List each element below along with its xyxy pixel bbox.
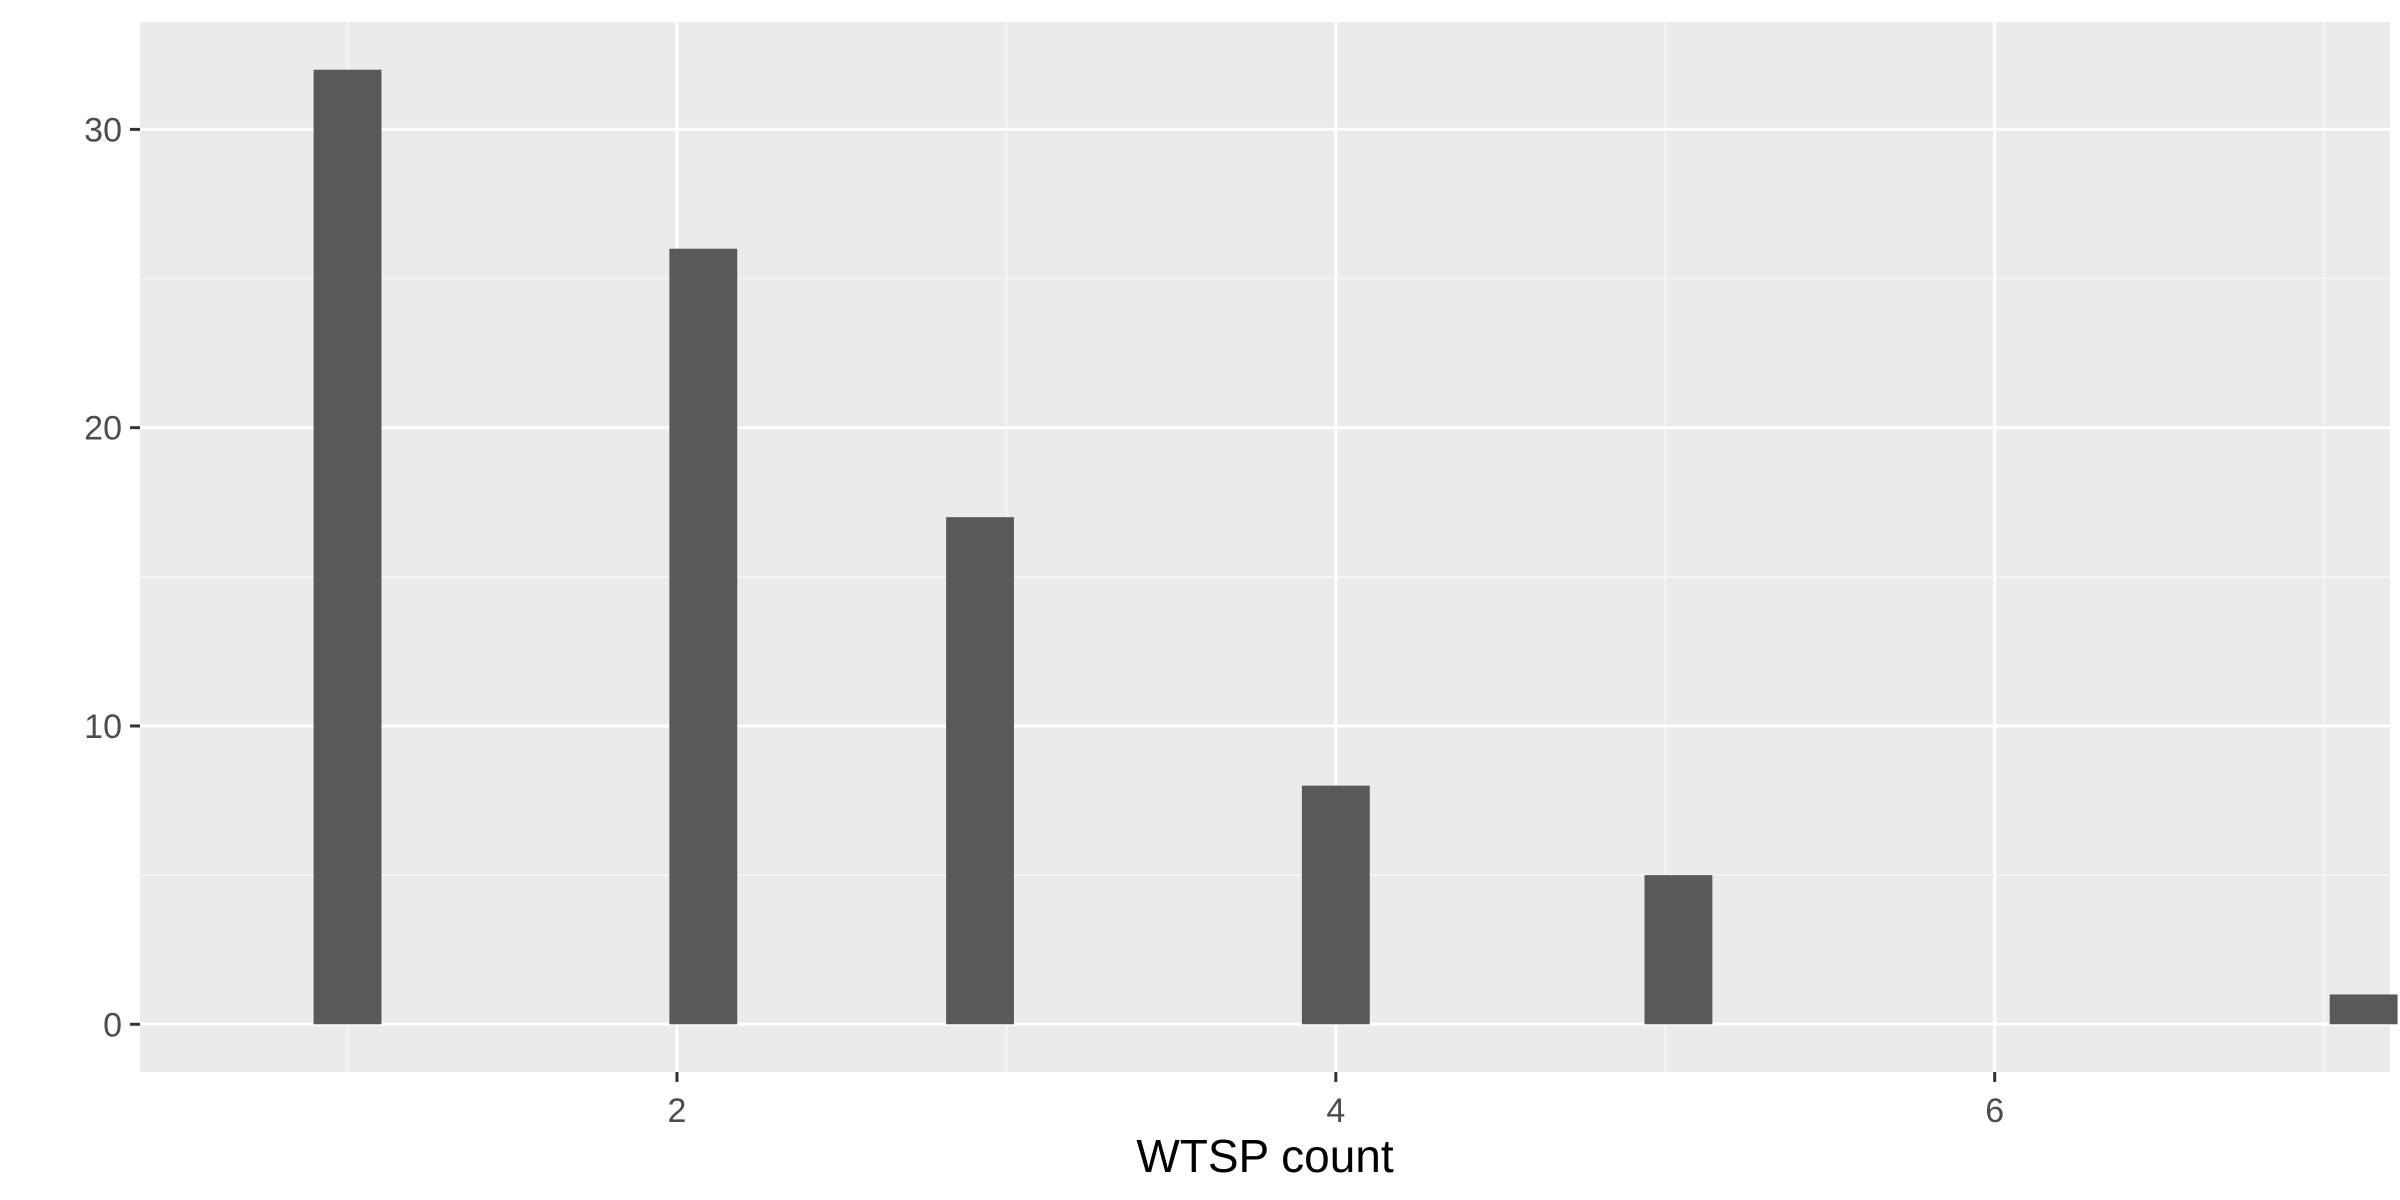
bar-2 — [669, 248, 738, 1025]
x-tick-label: 2 — [668, 1092, 687, 1130]
bars — [313, 69, 2398, 1025]
panel-background — [140, 22, 2390, 1072]
y-tick-label: 20 — [84, 410, 122, 448]
x-tick-label: 6 — [1985, 1092, 2004, 1130]
y-axis: 0 10 20 30 — [84, 111, 140, 1044]
y-tick-label: 0 — [103, 1006, 122, 1044]
bar-1 — [313, 69, 382, 1025]
bar-5 — [1644, 875, 1713, 1025]
x-axis: 2 4 6 — [668, 1072, 2004, 1130]
x-tick-label: 4 — [1326, 1092, 1345, 1130]
y-tick-label: 30 — [84, 111, 122, 149]
bar-6 — [2329, 994, 2398, 1025]
y-tick-label: 10 — [84, 708, 122, 746]
bar-3 — [946, 517, 1014, 1025]
bar-4 — [1301, 785, 1370, 1025]
x-axis-title: WTSP count — [1136, 1130, 1394, 1182]
